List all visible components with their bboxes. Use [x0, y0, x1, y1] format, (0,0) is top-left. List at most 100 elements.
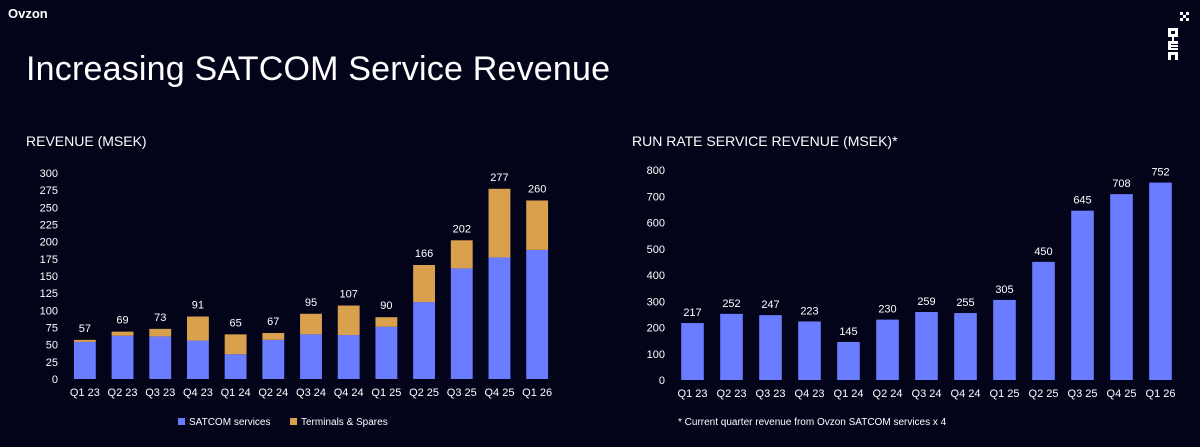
x-tick-label: Q4 23 [183, 387, 213, 399]
data-label: 277 [490, 172, 508, 184]
y-tick-label: 200 [647, 323, 665, 335]
y-tick-label: 25 [46, 357, 58, 369]
y-tick-label: 50 [46, 340, 58, 352]
bar-satcom [526, 249, 549, 379]
data-label: 166 [415, 248, 433, 260]
y-tick-label: 225 [40, 220, 58, 232]
x-tick-label: Q1 24 [834, 388, 864, 400]
y-tick-label: 100 [647, 349, 665, 361]
legend-swatch-satcom [178, 418, 185, 425]
bar-terminals [149, 328, 172, 337]
x-tick-label: Q1 25 [990, 388, 1020, 400]
data-label: 255 [956, 297, 974, 309]
data-label: 90 [380, 300, 392, 312]
legend-label-terminals: Terminals & Spares [301, 417, 388, 428]
data-label: 708 [1112, 178, 1130, 190]
bar [1110, 194, 1133, 380]
data-label: 65 [229, 317, 241, 329]
bar-satcom [413, 302, 436, 379]
data-label: 752 [1151, 167, 1169, 179]
y-tick-label: 0 [659, 375, 665, 387]
footnote: * Current quarter revenue from Ovzon SAT… [678, 417, 947, 428]
data-label: 107 [340, 289, 358, 301]
bar-satcom [262, 339, 285, 379]
x-tick-label: Q4 25 [1107, 388, 1137, 400]
bar-satcom [337, 335, 360, 379]
bar-terminals [337, 305, 360, 336]
bar-terminals [111, 331, 134, 336]
y-tick-label: 125 [40, 288, 58, 300]
y-tick-label: 250 [40, 202, 58, 214]
x-tick-label: Q2 23 [108, 387, 138, 399]
data-label: 247 [761, 299, 779, 311]
x-tick-label: Q2 25 [1029, 388, 1059, 400]
y-tick-label: 400 [647, 270, 665, 282]
bar-satcom [73, 341, 96, 379]
y-tick-label: 175 [40, 254, 58, 266]
x-tick-label: Q3 24 [912, 388, 942, 400]
data-label: 73 [154, 312, 166, 324]
bar-satcom [186, 340, 209, 379]
data-label: 259 [917, 296, 935, 308]
bar [993, 299, 1016, 380]
data-label: 223 [800, 305, 818, 317]
bar [798, 321, 821, 380]
bar-satcom [450, 268, 473, 379]
bar-terminals [488, 188, 511, 258]
bar-satcom [488, 257, 511, 379]
corner-logo-icon [1160, 8, 1190, 65]
data-label: 260 [528, 183, 546, 195]
data-label: 95 [305, 297, 317, 309]
page-title: Increasing SATCOM Service Revenue [26, 50, 611, 88]
x-tick-label: Q3 23 [756, 388, 786, 400]
bar-satcom [375, 326, 398, 379]
bar [876, 319, 899, 380]
x-tick-label: Q3 25 [1068, 388, 1098, 400]
y-tick-label: 300 [40, 168, 58, 180]
x-tick-label: Q1 26 [522, 387, 552, 399]
bar-terminals [186, 316, 209, 341]
y-tick-label: 150 [40, 271, 58, 283]
bar-satcom [300, 334, 322, 379]
data-label: 202 [453, 223, 471, 235]
y-tick-label: 800 [647, 165, 665, 177]
data-label: 252 [722, 298, 740, 310]
bar-terminals [73, 339, 96, 342]
bar-terminals [224, 334, 247, 355]
bar-terminals [450, 240, 473, 269]
x-tick-label: Q3 25 [447, 387, 477, 399]
legend-swatch-terminals [290, 418, 297, 425]
y-tick-label: 0 [52, 374, 58, 386]
bar [720, 313, 743, 380]
y-tick-label: 300 [647, 296, 665, 308]
data-label: 645 [1073, 195, 1091, 207]
bar [1149, 182, 1172, 380]
bar-terminals [300, 313, 322, 335]
y-tick-label: 600 [647, 218, 665, 230]
data-label: 305 [995, 284, 1013, 296]
x-tick-label: Q1 25 [371, 387, 401, 399]
x-tick-label: Q2 24 [873, 388, 903, 400]
bar-satcom [224, 354, 247, 379]
x-tick-label: Q4 25 [484, 387, 514, 399]
y-tick-label: 100 [40, 305, 58, 317]
data-label: 67 [267, 316, 279, 328]
x-tick-label: Q1 24 [221, 387, 251, 399]
y-tick-label: 75 [46, 323, 58, 335]
bar-terminals [413, 265, 436, 303]
data-label: 230 [878, 304, 896, 316]
y-tick-label: 275 [40, 185, 58, 197]
bar [1032, 261, 1055, 380]
y-tick-label: 700 [647, 191, 665, 203]
x-tick-label: Q1 26 [1146, 388, 1176, 400]
x-tick-label: Q4 24 [334, 387, 364, 399]
y-tick-label: 200 [40, 237, 58, 249]
bar [1071, 210, 1094, 380]
legend-label-satcom: SATCOM services [189, 417, 271, 428]
bar-satcom [111, 335, 134, 379]
bar [759, 315, 782, 380]
x-tick-label: Q2 23 [717, 388, 747, 400]
data-label: 217 [683, 307, 701, 319]
data-label: 91 [192, 300, 204, 312]
